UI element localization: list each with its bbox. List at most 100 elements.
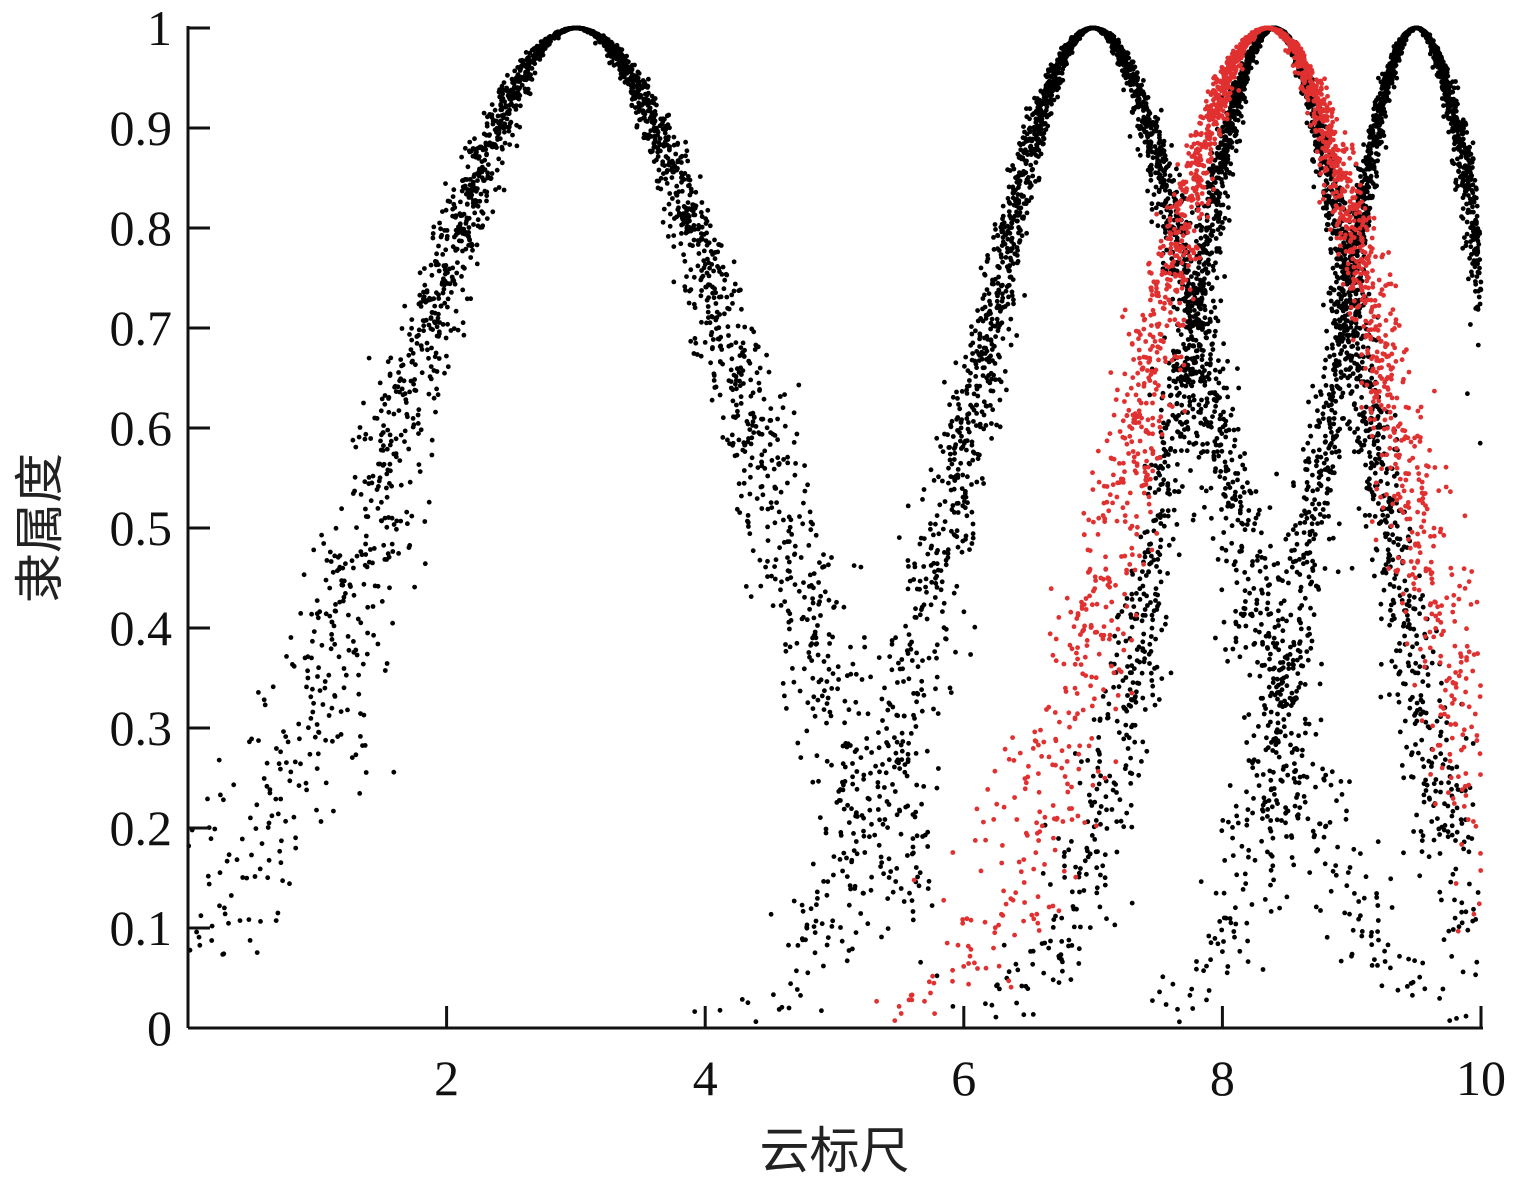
data-point — [1225, 358, 1230, 364]
data-point — [646, 132, 652, 138]
data-point — [1232, 559, 1238, 565]
data-point — [791, 410, 797, 416]
data-point — [1153, 119, 1159, 125]
data-point — [1243, 599, 1248, 604]
data-point — [926, 878, 932, 884]
data-point — [977, 383, 983, 389]
data-point — [934, 655, 939, 661]
data-point — [842, 720, 847, 726]
data-point — [1212, 409, 1217, 414]
data-point — [381, 443, 386, 449]
data-point — [688, 338, 694, 344]
data-point — [901, 899, 907, 904]
data-point — [464, 201, 470, 207]
data-point — [1123, 75, 1129, 81]
data-point — [1333, 872, 1339, 878]
data-point — [814, 753, 820, 759]
data-point — [970, 457, 976, 463]
data-point — [1284, 894, 1290, 900]
data-point — [715, 249, 721, 255]
data-point — [426, 391, 432, 397]
data-point — [814, 889, 820, 895]
data-point — [287, 881, 292, 887]
data-point — [382, 401, 388, 407]
data-point — [785, 454, 790, 460]
data-point — [904, 773, 910, 779]
data-point — [1208, 352, 1213, 357]
data-point — [978, 265, 984, 271]
data-point — [960, 538, 966, 544]
data-point — [275, 910, 281, 916]
data-point — [725, 324, 731, 330]
data-point — [681, 252, 686, 258]
data-point — [443, 207, 449, 213]
data-point — [1310, 761, 1316, 767]
data-point — [787, 524, 793, 530]
data-point — [1206, 376, 1212, 382]
data-point — [499, 160, 505, 166]
data-point — [705, 207, 711, 213]
data-point — [1231, 443, 1237, 449]
data-point — [665, 122, 671, 128]
data-point — [925, 886, 931, 891]
data-point — [356, 434, 362, 440]
data-point — [445, 321, 450, 327]
data-point — [1359, 929, 1365, 934]
data-point — [1171, 304, 1177, 310]
data-point — [399, 386, 405, 392]
data-point — [940, 609, 945, 614]
data-point — [821, 659, 827, 664]
data-point — [323, 577, 329, 583]
data-point — [346, 612, 351, 618]
data-point — [269, 813, 275, 819]
data-point — [1471, 906, 1476, 912]
data-point — [1240, 521, 1246, 527]
data-point — [1000, 203, 1006, 209]
data-point — [1275, 720, 1281, 726]
data-point — [386, 395, 392, 400]
data-point — [810, 596, 815, 601]
data-point — [956, 402, 961, 407]
data-point — [1223, 647, 1228, 652]
data-point — [734, 452, 740, 458]
data-point — [1405, 617, 1411, 623]
data-point — [432, 320, 438, 326]
data-point — [699, 214, 705, 220]
data-point — [824, 701, 830, 706]
data-point — [645, 97, 651, 103]
data-point — [1242, 527, 1248, 533]
data-point — [788, 618, 794, 623]
data-point — [1327, 820, 1333, 825]
data-point — [802, 594, 807, 600]
data-point — [899, 657, 905, 662]
data-point — [1151, 192, 1157, 198]
data-point — [797, 514, 802, 519]
data-point — [1198, 376, 1204, 381]
data-point — [1372, 514, 1378, 519]
data-point — [288, 635, 294, 640]
data-point — [884, 726, 889, 731]
data-point — [1034, 137, 1040, 143]
data-point — [1289, 833, 1294, 839]
data-point — [929, 903, 935, 908]
data-point — [311, 700, 316, 706]
data-point — [661, 206, 667, 212]
data-point — [329, 637, 335, 642]
data-point — [920, 658, 925, 663]
data-point — [422, 266, 427, 271]
data-point — [755, 344, 761, 350]
data-point — [314, 722, 320, 727]
data-point — [1006, 326, 1012, 332]
data-point — [1156, 175, 1162, 181]
data-point — [363, 431, 369, 437]
data-point — [382, 393, 388, 398]
data-point — [1423, 788, 1429, 793]
data-point — [1404, 984, 1410, 989]
data-point — [655, 154, 661, 159]
data-point — [910, 909, 916, 914]
data-point — [1001, 241, 1007, 247]
data-point — [905, 558, 911, 563]
data-point — [725, 305, 730, 311]
data-point — [1263, 564, 1268, 570]
data-point — [962, 505, 968, 511]
